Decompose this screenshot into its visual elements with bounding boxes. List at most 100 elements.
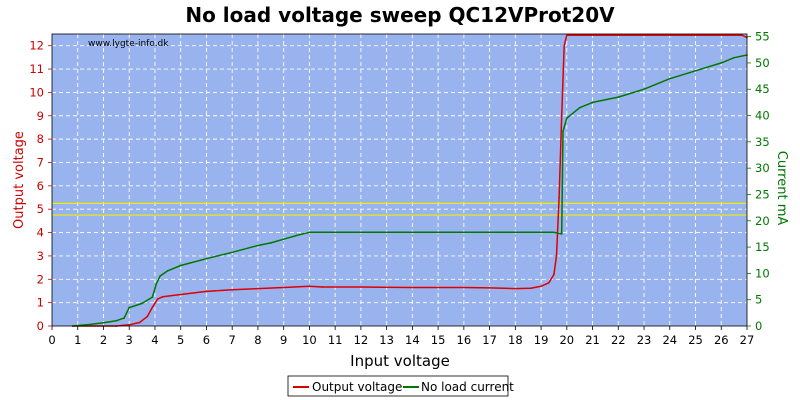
x-tick-label: 9 xyxy=(280,333,287,347)
data-point-output-voltage xyxy=(156,298,159,300)
data-point-no-load-current xyxy=(463,231,465,234)
data-point-output-voltage xyxy=(257,287,259,290)
y-right-tick-label: 25 xyxy=(755,187,770,201)
data-point-no-load-current xyxy=(488,231,491,234)
data-point-no-load-current xyxy=(562,130,564,133)
x-tick-label: 10 xyxy=(302,333,317,347)
data-point-no-load-current xyxy=(720,62,723,64)
data-point-no-load-current xyxy=(360,231,362,234)
data-point-output-voltage xyxy=(205,290,208,293)
data-point-output-voltage xyxy=(463,286,465,289)
x-tick-label: 15 xyxy=(431,333,446,347)
y-right-tick-label: 45 xyxy=(755,82,770,96)
data-point-no-load-current xyxy=(128,306,130,309)
data-point-no-load-current xyxy=(257,244,259,247)
x-tick-label: 7 xyxy=(229,333,236,347)
data-point-output-voltage xyxy=(488,287,491,289)
y-left-tick-label: 5 xyxy=(37,202,44,216)
data-point-no-load-current xyxy=(669,77,671,80)
data-point-no-load-current xyxy=(151,296,154,298)
x-tick-label: 14 xyxy=(405,333,420,347)
x-tick-label: 2 xyxy=(100,333,107,347)
y-left-tick-label: 10 xyxy=(29,85,44,99)
data-point-no-load-current xyxy=(591,101,594,104)
data-point-no-load-current xyxy=(141,302,143,305)
y-right-tick-label: 55 xyxy=(755,30,770,44)
x-tick-label: 18 xyxy=(508,333,523,347)
data-point-no-load-current xyxy=(411,231,414,234)
data-point-no-load-current xyxy=(308,231,311,234)
data-point-output-voltage xyxy=(231,289,233,291)
x-tick-label: 26 xyxy=(714,333,729,347)
y-left-tick-label: 0 xyxy=(37,319,44,333)
data-point-no-load-current xyxy=(566,117,568,119)
data-point-output-voltage xyxy=(321,286,324,288)
x-tick-label: 5 xyxy=(177,333,184,347)
data-point-no-load-current xyxy=(123,317,125,319)
y-left-tick-label: 2 xyxy=(37,272,44,286)
y-left-tick-label: 9 xyxy=(37,109,44,123)
x-tick-label: 11 xyxy=(328,333,343,347)
data-point-no-load-current xyxy=(560,233,563,235)
data-point-no-load-current xyxy=(102,322,105,324)
reference-lines xyxy=(52,202,747,216)
x-tick-label: 8 xyxy=(254,333,261,347)
y-right-tick-label: 5 xyxy=(755,293,762,307)
data-point-output-voltage xyxy=(282,286,285,289)
chart-title: No load voltage sweep QC12VProt20V xyxy=(185,3,615,27)
y-left-tick-label: 6 xyxy=(37,179,44,193)
data-point-output-voltage xyxy=(179,293,182,296)
data-point-output-voltage xyxy=(540,285,542,288)
data-point-output-voltage xyxy=(548,282,550,284)
x-tick-label: 6 xyxy=(203,333,210,347)
y-right-tick-label: 35 xyxy=(755,135,770,149)
y-left-tick-label: 1 xyxy=(37,296,44,310)
x-tick-label: 23 xyxy=(637,333,652,347)
data-point-output-voltage xyxy=(514,287,517,290)
data-point-no-load-current xyxy=(282,238,285,240)
data-point-output-voltage xyxy=(563,44,565,47)
data-point-no-load-current xyxy=(553,231,555,234)
y-left-tick-label: 7 xyxy=(37,155,44,169)
data-point-no-load-current xyxy=(295,234,298,237)
series-layer xyxy=(71,34,748,327)
watermark: www.lygte-info.dk xyxy=(88,39,169,49)
data-point-output-voltage xyxy=(558,196,560,199)
y-right-tick-label: 0 xyxy=(755,319,762,333)
y-right-tick-label: 10 xyxy=(755,266,770,280)
data-point-output-voltage xyxy=(128,324,130,326)
data-point-output-voltage xyxy=(553,273,555,276)
legend-box xyxy=(287,375,509,397)
y-left-tick-label: 11 xyxy=(29,62,44,76)
x-tick-label: 24 xyxy=(662,333,677,347)
data-point-no-load-current xyxy=(159,275,161,277)
x-tick-label: 1 xyxy=(74,333,81,347)
x-tick-label: 19 xyxy=(534,333,549,347)
x-tick-label: 4 xyxy=(151,333,158,347)
x-tick-label: 27 xyxy=(740,333,755,347)
data-point-no-load-current xyxy=(231,251,233,254)
y-left-tick-label: 12 xyxy=(29,39,44,53)
data-point-no-load-current xyxy=(179,264,182,267)
data-point-output-voltage xyxy=(566,34,568,36)
data-point-no-load-current xyxy=(578,106,581,109)
data-point-output-voltage xyxy=(138,321,141,324)
data-point-no-load-current xyxy=(514,231,517,234)
data-point-output-voltage xyxy=(560,115,563,117)
data-point-no-load-current xyxy=(89,323,92,326)
y-right-tick-label: 30 xyxy=(755,161,770,175)
y-axis-right-label: Current mA xyxy=(774,151,789,226)
data-point-no-load-current xyxy=(617,96,620,98)
data-point-no-load-current xyxy=(540,231,542,234)
legend: Output voltage No load current xyxy=(287,375,514,397)
y-left-tick-label: 4 xyxy=(37,226,44,240)
data-point-output-voltage xyxy=(360,286,362,288)
data-point-output-voltage xyxy=(146,315,148,318)
plot-frame xyxy=(51,33,748,327)
y-axis-right: 0 5 10 15 20 25 30 35 40 45 50 55 xyxy=(747,30,770,333)
y-axis-left-label: Output voltage xyxy=(12,131,27,229)
plot-background xyxy=(52,34,747,326)
